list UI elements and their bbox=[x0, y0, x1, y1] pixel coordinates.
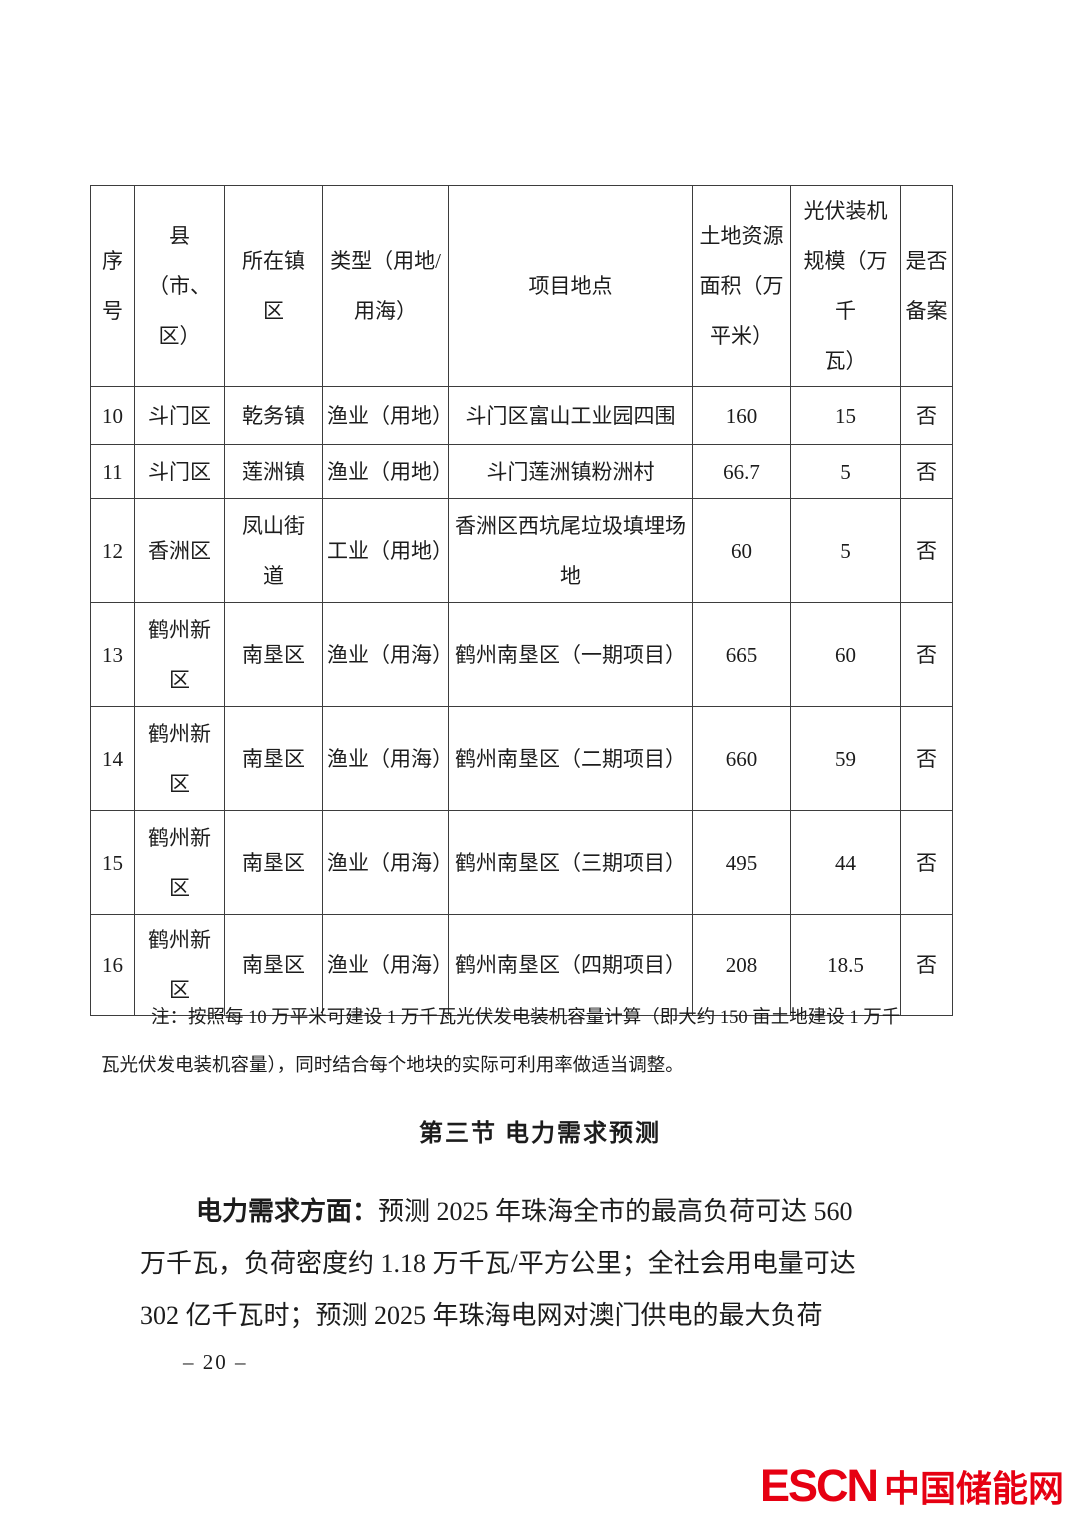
table-cell-location: 斗门莲洲镇粉洲村 bbox=[448, 444, 693, 499]
table-cell-serial: 14 bbox=[90, 706, 135, 811]
table-cell-pv-scale: 60 bbox=[790, 602, 901, 707]
table-row: 12 香洲区 凤山街 道 工业（用地） 香洲区西坑尾垃圾填埋场 地 60 5 否 bbox=[90, 498, 953, 603]
column-header-filed: 是否 备案 bbox=[900, 185, 953, 387]
escn-logo-text: ESCN bbox=[759, 1460, 879, 1511]
table-cell-county: 鹤州新 区 bbox=[134, 810, 225, 915]
table-cell-county: 鹤州新 区 bbox=[134, 602, 225, 707]
table-cell-town: 凤山街 道 bbox=[224, 498, 323, 603]
table-row: 14 鹤州新 区 南垦区 渔业（用海） 鹤州南垦区（二期项目） 660 59 否 bbox=[90, 706, 953, 811]
column-header-land-area: 土地资源 面积（万 平米） bbox=[692, 185, 791, 387]
escn-watermark-logo: ESCN 中国储能网 bbox=[760, 1460, 1064, 1512]
table-cell-pv-scale: 44 bbox=[790, 810, 901, 915]
body-paragraph: 电力需求方面：预测 2025 年珠海全市的最高负荷可达 560 万千瓦，负荷密度… bbox=[140, 1186, 954, 1342]
escn-logo-site-name: 中国储能网 bbox=[883, 1468, 1064, 1509]
table-cell-land-area: 665 bbox=[692, 602, 791, 707]
table-row: 11 斗门区 莲洲镇 渔业（用地） 斗门莲洲镇粉洲村 66.7 5 否 bbox=[90, 444, 953, 499]
table-cell-location: 鹤州南垦区（三期项目） bbox=[448, 810, 693, 915]
table-cell-land-area: 60 bbox=[692, 498, 791, 603]
table-cell-land-area: 660 bbox=[692, 706, 791, 811]
table-cell-type: 渔业（用海） bbox=[322, 602, 449, 707]
column-header-town: 所在镇 区 bbox=[224, 185, 323, 387]
table-cell-serial: 12 bbox=[90, 498, 135, 603]
column-header-type: 类型（用地/ 用海） bbox=[322, 185, 449, 387]
table-cell-land-area: 160 bbox=[692, 386, 791, 445]
table-cell-town: 南垦区 bbox=[224, 914, 323, 1016]
table-cell-county: 斗门区 bbox=[134, 444, 225, 499]
table-cell-location: 鹤州南垦区（二期项目） bbox=[448, 706, 693, 811]
table-cell-county: 鹤州新 区 bbox=[134, 914, 225, 1016]
table-cell-land-area: 495 bbox=[692, 810, 791, 915]
table-cell-filed: 否 bbox=[900, 498, 953, 603]
table-cell-town: 乾务镇 bbox=[224, 386, 323, 445]
column-header-location: 项目地点 bbox=[448, 185, 693, 387]
table-cell-county: 鹤州新 区 bbox=[134, 706, 225, 811]
table-cell-location: 鹤州南垦区（四期项目） bbox=[448, 914, 693, 1016]
table-cell-filed: 否 bbox=[900, 444, 953, 499]
pv-projects-table: 序 号 县（市、 区） 所在镇 区 类型（用地/ 用海） 项目地点 土地资源 面… bbox=[90, 185, 953, 1016]
table-cell-filed: 否 bbox=[900, 914, 953, 1016]
table-cell-location: 鹤州南垦区（一期项目） bbox=[448, 602, 693, 707]
table-cell-serial: 10 bbox=[90, 386, 135, 445]
table-row: 10 斗门区 乾务镇 渔业（用地） 斗门区富山工业园四围 160 15 否 bbox=[90, 386, 953, 445]
paragraph-text: 预测 2025 年珠海全市的最高负荷可达 560 万千瓦，负荷密度约 1.18 … bbox=[140, 1197, 856, 1330]
table-row: 15 鹤州新 区 南垦区 渔业（用海） 鹤州南垦区（三期项目） 495 44 否 bbox=[90, 810, 953, 915]
table-cell-filed: 否 bbox=[900, 386, 953, 445]
table-cell-serial: 16 bbox=[90, 914, 135, 1016]
table-cell-serial: 13 bbox=[90, 602, 135, 707]
column-header-county: 县（市、 区） bbox=[134, 185, 225, 387]
table-cell-location: 香洲区西坑尾垃圾填埋场 地 bbox=[448, 498, 693, 603]
table-cell-pv-scale: 5 bbox=[790, 444, 901, 499]
page-number: – 20 – bbox=[183, 1350, 248, 1374]
table-cell-pv-scale: 5 bbox=[790, 498, 901, 603]
table-cell-county: 斗门区 bbox=[134, 386, 225, 445]
paragraph-lead-bold: 电力需求方面： bbox=[196, 1197, 379, 1226]
table-row: 13 鹤州新 区 南垦区 渔业（用海） 鹤州南垦区（一期项目） 665 60 否 bbox=[90, 602, 953, 707]
table-cell-pv-scale: 59 bbox=[790, 706, 901, 811]
table-cell-land-area: 208 bbox=[692, 914, 791, 1016]
table-cell-location: 斗门区富山工业园四围 bbox=[448, 386, 693, 445]
table-cell-type: 渔业（用地） bbox=[322, 444, 449, 499]
table-cell-type: 渔业（用海） bbox=[322, 810, 449, 915]
table-cell-town: 南垦区 bbox=[224, 706, 323, 811]
table-cell-filed: 否 bbox=[900, 706, 953, 811]
table-cell-type: 工业（用地） bbox=[322, 498, 449, 603]
table-row: 16 鹤州新 区 南垦区 渔业（用海） 鹤州南垦区（四期项目） 208 18.5… bbox=[90, 914, 953, 1016]
section-title: 第三节 电力需求预测 bbox=[419, 1121, 661, 1147]
table-cell-serial: 11 bbox=[90, 444, 135, 499]
table-cell-serial: 15 bbox=[90, 810, 135, 915]
table-cell-land-area: 66.7 bbox=[692, 444, 791, 499]
table-footnote: 注：按照每 10 万平米可建设 1 万千瓦光伏发电装机容量计算（即大约 150 … bbox=[101, 1008, 901, 1076]
table-cell-town: 南垦区 bbox=[224, 810, 323, 915]
table-cell-filed: 否 bbox=[900, 602, 953, 707]
table-cell-pv-scale: 15 bbox=[790, 386, 901, 445]
table-cell-county: 香洲区 bbox=[134, 498, 225, 603]
column-header-serial: 序 号 bbox=[90, 185, 135, 387]
table-cell-filed: 否 bbox=[900, 810, 953, 915]
table-header-row: 序 号 县（市、 区） 所在镇 区 类型（用地/ 用海） 项目地点 土地资源 面… bbox=[90, 185, 953, 387]
column-header-pv-scale: 光伏装机 规模（万千 瓦） bbox=[790, 185, 901, 387]
table-cell-type: 渔业（用海） bbox=[322, 706, 449, 811]
table-cell-town: 莲洲镇 bbox=[224, 444, 323, 499]
table-cell-type: 渔业（用地） bbox=[322, 386, 449, 445]
table-cell-town: 南垦区 bbox=[224, 602, 323, 707]
